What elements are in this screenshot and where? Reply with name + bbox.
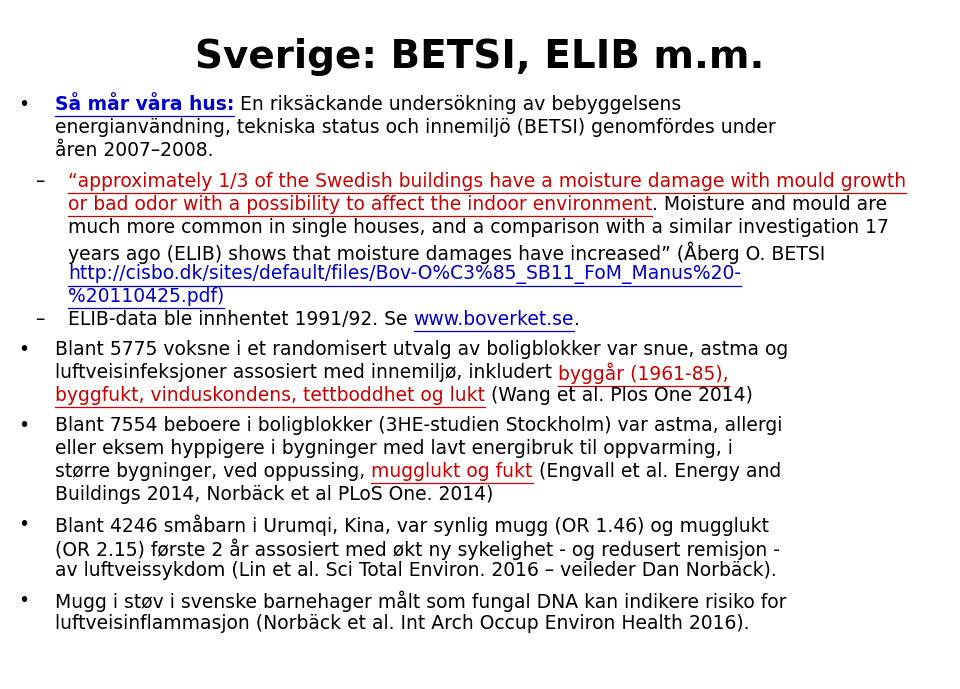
Text: byggfukt, vinduskondens, tettboddhet og lukt: byggfukt, vinduskondens, tettboddhet og … — [55, 386, 485, 405]
Text: –: – — [35, 310, 44, 329]
Text: energianvändning, tekniska status och innemiljö (BETSI) genomfördes under: energianvändning, tekniska status och in… — [55, 118, 776, 137]
Text: ELIB-data ble innhentet 1991/92. Se: ELIB-data ble innhentet 1991/92. Se — [68, 310, 414, 329]
Text: åren 2007–2008.: åren 2007–2008. — [55, 141, 213, 160]
Text: Sverige: BETSI, ELIB m.m.: Sverige: BETSI, ELIB m.m. — [195, 38, 765, 76]
Text: •: • — [18, 95, 29, 114]
Text: byggår (1961-85),: byggår (1961-85), — [558, 363, 729, 384]
Text: •: • — [18, 515, 29, 534]
Text: Blant 4246 småbarn i Urumqi, Kina, var synlig mugg (OR 1.46) og mugglukt: Blant 4246 småbarn i Urumqi, Kina, var s… — [55, 515, 769, 537]
Text: %20110425.pdf): %20110425.pdf) — [68, 287, 225, 306]
Text: av luftveissykdom (Lin et al. Sci Total Environ. 2016 – veileder Dan Norbäck).: av luftveissykdom (Lin et al. Sci Total … — [55, 561, 777, 580]
Text: mugglukt og fukt: mugglukt og fukt — [372, 462, 533, 481]
Text: eller eksem hyppigere i bygninger med lavt energibruk til oppvarming, i: eller eksem hyppigere i bygninger med la… — [55, 439, 732, 458]
Text: •: • — [18, 416, 29, 435]
Text: Buildings 2014, Norbäck et al PLoS One. 2014): Buildings 2014, Norbäck et al PLoS One. … — [55, 485, 493, 504]
Text: (OR 2.15) første 2 år assosiert med økt ny sykelighet - og redusert remisjon -: (OR 2.15) første 2 år assosiert med økt … — [55, 538, 780, 559]
Text: (Engvall et al. Energy and: (Engvall et al. Energy and — [533, 462, 780, 481]
Text: større bygninger, ved oppussing,: større bygninger, ved oppussing, — [55, 462, 372, 481]
Text: Så mår våra hus:: Så mår våra hus: — [55, 95, 234, 114]
Text: Mugg i støv i svenske barnehager målt som fungal DNA kan indikere risiko for: Mugg i støv i svenske barnehager målt so… — [55, 591, 786, 613]
Text: . Moisture and mould are: . Moisture and mould are — [652, 195, 887, 214]
Text: .: . — [574, 310, 580, 329]
Text: www.boverket.se: www.boverket.se — [414, 310, 574, 329]
Text: http://cisbo.dk/sites/default/files/Bov-O%C3%85_SB11_FoM_Manus%20-: http://cisbo.dk/sites/default/files/Bov-… — [68, 264, 741, 284]
Text: –: – — [35, 172, 44, 191]
Text: “approximately 1/3 of the Swedish buildings have a moisture damage with mould gr: “approximately 1/3 of the Swedish buildi… — [68, 172, 906, 191]
Text: luftveisinfeksjoner assosiert med innemiljø, inkludert: luftveisinfeksjoner assosiert med innemi… — [55, 363, 558, 382]
Text: •: • — [18, 591, 29, 610]
Text: years ago (ELIB) shows that moisture damages have increased” (Åberg O. BETSI: years ago (ELIB) shows that moisture dam… — [68, 241, 826, 263]
Text: (Wang et al. Plos One 2014): (Wang et al. Plos One 2014) — [485, 386, 753, 405]
Text: En riksäckande undersökning av bebyggelsens: En riksäckande undersökning av bebyggels… — [234, 95, 682, 114]
Text: or bad odor with a possibility to affect the indoor environment: or bad odor with a possibility to affect… — [68, 195, 652, 214]
Text: luftveisinflammasjon (Norbäck et al. Int Arch Occup Environ Health 2016).: luftveisinflammasjon (Norbäck et al. Int… — [55, 614, 750, 633]
Text: Blant 5775 voksne i et randomisert utvalg av boligblokker var snue, astma og: Blant 5775 voksne i et randomisert utval… — [55, 340, 788, 359]
Text: much more common in single houses, and a comparison with a similar investigation: much more common in single houses, and a… — [68, 218, 889, 237]
Text: Blant 7554 beboere i boligblokker (3HE-studien Stockholm) var astma, allergi: Blant 7554 beboere i boligblokker (3HE-s… — [55, 416, 782, 435]
Text: •: • — [18, 340, 29, 359]
